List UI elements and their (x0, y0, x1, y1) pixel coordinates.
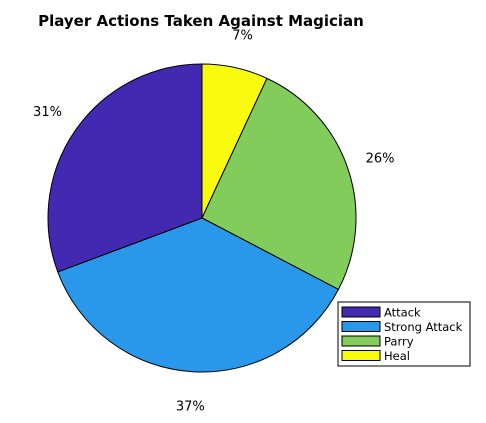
legend-label-strong-attack: Strong Attack (384, 320, 463, 334)
percent-label-heal: 7% (232, 28, 253, 43)
pie-slice-attack (47, 63, 203, 273)
pie-slice-strong-attack (57, 217, 339, 373)
legend-swatch-attack (341, 306, 381, 318)
legend-label-parry: Parry (384, 335, 414, 349)
legend-label-attack: Attack (384, 306, 421, 320)
legend-swatch-strong-attack (341, 321, 381, 332)
legend-label-heal: Heal (384, 349, 410, 363)
legend-swatch-parry (341, 335, 381, 347)
pie-slice-parry (201, 77, 357, 290)
legend-swatch-heal (341, 350, 381, 361)
pie-slices (47, 63, 357, 373)
percent-label-strong-attack: 37% (176, 400, 205, 415)
percent-label-attack: 31% (33, 105, 62, 120)
chart-title: Player Actions Taken Against Magician (38, 12, 364, 30)
pie-percent-labels: 7% 26% 37% 31% (33, 28, 395, 414)
percent-label-parry: 26% (366, 152, 395, 167)
